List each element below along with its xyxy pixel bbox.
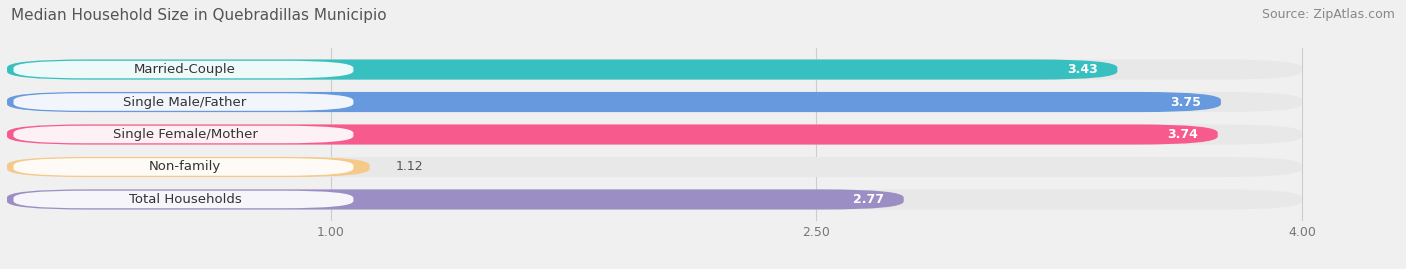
Text: 1.12: 1.12 <box>395 161 423 174</box>
Text: 3.74: 3.74 <box>1167 128 1198 141</box>
FancyBboxPatch shape <box>7 157 1302 177</box>
FancyBboxPatch shape <box>14 191 353 208</box>
FancyBboxPatch shape <box>7 92 1302 112</box>
Text: Non-family: Non-family <box>149 161 221 174</box>
Text: 2.77: 2.77 <box>853 193 884 206</box>
Text: Median Household Size in Quebradillas Municipio: Median Household Size in Quebradillas Mu… <box>11 8 387 23</box>
FancyBboxPatch shape <box>14 158 353 176</box>
FancyBboxPatch shape <box>14 126 353 143</box>
Text: Total Households: Total Households <box>129 193 242 206</box>
FancyBboxPatch shape <box>7 157 370 177</box>
Text: Source: ZipAtlas.com: Source: ZipAtlas.com <box>1261 8 1395 21</box>
Text: Single Male/Father: Single Male/Father <box>124 95 246 108</box>
FancyBboxPatch shape <box>7 125 1218 144</box>
Text: 3.43: 3.43 <box>1067 63 1098 76</box>
FancyBboxPatch shape <box>14 93 353 111</box>
FancyBboxPatch shape <box>7 59 1118 80</box>
Text: Single Female/Mother: Single Female/Mother <box>112 128 257 141</box>
Text: Married-Couple: Married-Couple <box>134 63 236 76</box>
FancyBboxPatch shape <box>14 61 353 78</box>
FancyBboxPatch shape <box>7 59 1302 80</box>
FancyBboxPatch shape <box>7 125 1302 144</box>
FancyBboxPatch shape <box>7 92 1220 112</box>
FancyBboxPatch shape <box>7 189 904 210</box>
Text: 3.75: 3.75 <box>1171 95 1202 108</box>
FancyBboxPatch shape <box>7 189 1302 210</box>
